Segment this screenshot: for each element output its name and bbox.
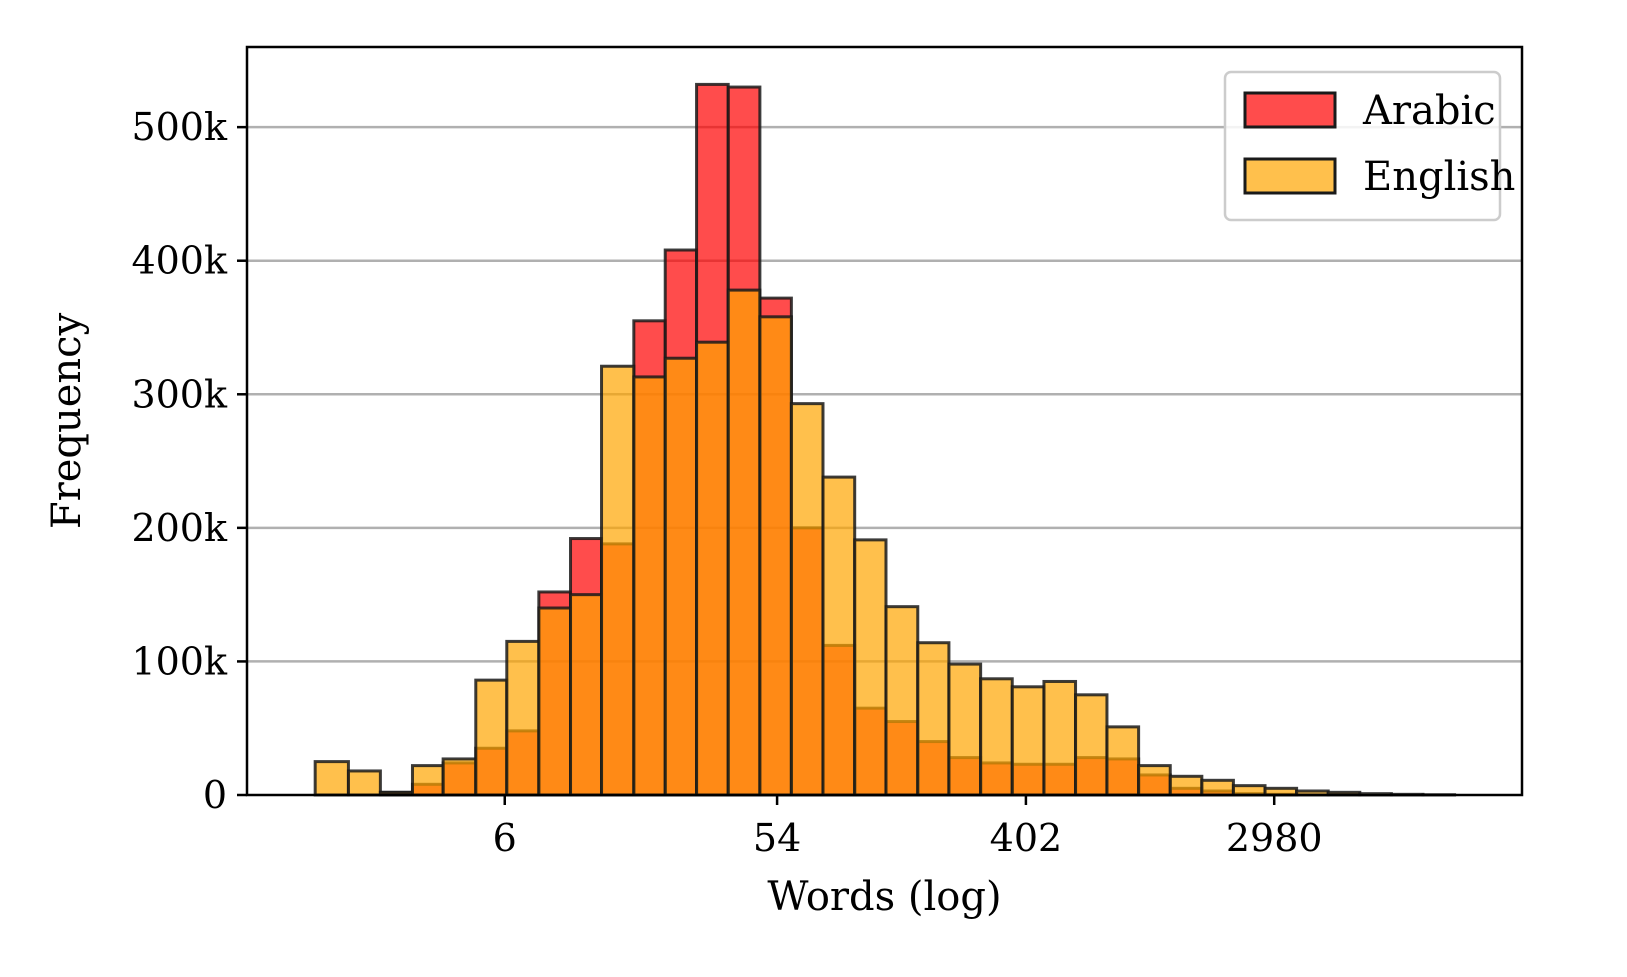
- bar-english-29: [1231, 784, 1267, 797]
- y-axis-label: Frequency: [44, 312, 90, 529]
- bar-english-0: [313, 760, 350, 797]
- bar-english-27: [1168, 774, 1204, 797]
- bar-english-6: [505, 639, 541, 797]
- x-tick-label-2: 402: [990, 816, 1063, 860]
- plot-frame: [245, 45, 1524, 797]
- y-tick-label-0: 0: [203, 773, 227, 817]
- series-english: [313, 288, 1457, 797]
- legend-label-arabic: Arabic: [1362, 88, 1496, 134]
- y-tick-label-1: 100k: [131, 639, 228, 683]
- bar-english-19: [916, 641, 951, 797]
- bar-english-28: [1200, 778, 1235, 797]
- legend-swatch-english: [1243, 157, 1337, 195]
- legend-label-english: English: [1363, 154, 1515, 200]
- bar-english-21: [979, 677, 1014, 797]
- bar-english-5: [474, 678, 509, 797]
- bar-english-16: [821, 475, 857, 797]
- bar-english-4: [441, 757, 478, 797]
- bar-english-1: [346, 769, 382, 797]
- bar-english-17: [853, 538, 888, 797]
- bar-english-13: [726, 288, 762, 797]
- bar-english-9: [600, 364, 636, 797]
- bar-english-3: [410, 764, 445, 797]
- bar-english-14: [758, 315, 793, 797]
- bar-english-8: [569, 593, 604, 797]
- x-axis-label: Words (log): [767, 874, 1001, 920]
- bar-english-7: [537, 606, 573, 797]
- y-tick-label-2: 200k: [131, 506, 228, 550]
- x-tick-label-0: 6: [493, 816, 517, 860]
- bar-english-10: [632, 375, 667, 797]
- y-tick-label-3: 300k: [131, 372, 228, 416]
- bars: [313, 82, 1457, 797]
- bar-english-22: [1010, 685, 1046, 797]
- bar-english-23: [1042, 679, 1078, 797]
- legend-swatch-arabic: [1243, 91, 1337, 129]
- bar-english-18: [884, 605, 920, 797]
- bar-english-26: [1137, 764, 1172, 797]
- legend: Arabic English: [1223, 70, 1515, 222]
- x-tick-label-3: 2980: [1226, 816, 1323, 860]
- y-tick-label-4: 400k: [131, 239, 228, 283]
- y-axis-ticks: 0 100k 200k 300k 400k 500k: [131, 105, 247, 817]
- bar-english-12: [695, 340, 730, 797]
- x-axis-ticks: 6 54 402 2980: [493, 795, 1323, 860]
- x-tick-label-1: 54: [753, 816, 801, 860]
- bar-english-11: [663, 356, 699, 797]
- bar-english-25: [1105, 725, 1141, 797]
- bar-english-15: [789, 402, 825, 797]
- y-tick-label-5: 500k: [131, 105, 228, 149]
- gridlines: [247, 125, 1522, 663]
- bar-english-20: [947, 662, 983, 797]
- bar-english-24: [1074, 693, 1109, 797]
